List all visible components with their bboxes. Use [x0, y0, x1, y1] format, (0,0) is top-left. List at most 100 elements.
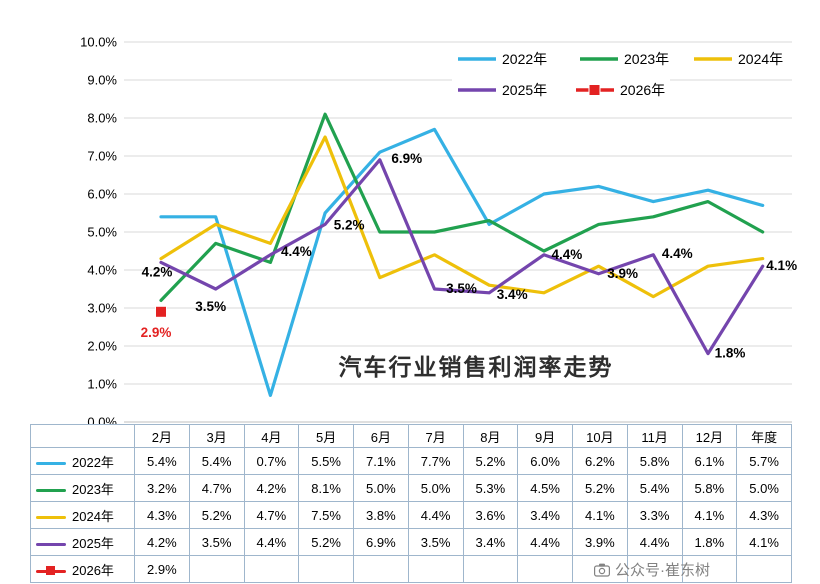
data-label: 3.9% [607, 266, 638, 281]
value-cell: 3.5% [188, 528, 245, 556]
value-cell: 5.4% [134, 447, 190, 475]
y-axis-tick: 3.0% [87, 301, 117, 316]
series-line-swatch-icon [36, 566, 66, 576]
y-axis-tick: 7.0% [87, 149, 117, 164]
series-line-swatch-icon [36, 488, 66, 492]
legend-backing [452, 79, 670, 101]
data-label: 5.2% [334, 217, 365, 232]
data-label: 3.4% [497, 287, 528, 302]
series-name: 2023年 [72, 481, 114, 497]
series-label-cell: 2025年 [30, 528, 135, 556]
value-cell: 5.2% [298, 528, 354, 556]
value-cell: 7.5% [298, 501, 354, 529]
watermark-text: 公众号·崔东树 [615, 562, 710, 579]
legend-square-marker-icon [588, 84, 601, 96]
data-label: 4.4% [281, 244, 312, 259]
value-cell: 5.7% [736, 447, 792, 475]
value-cell: 4.2% [134, 528, 190, 556]
series-line-2025年 [159, 158, 765, 356]
data-table: 2月 3月 4月 5月 6月 7月 8月 9月 10月 11月 12月 年度 2022年 5.4% 5.4%… [30, 424, 792, 583]
legend-label: 2025年 [502, 82, 547, 98]
month-header-cell: 7月 [407, 424, 464, 448]
watermark: 公众号·崔东树 [594, 559, 710, 580]
series-line-swatch-icon [36, 542, 66, 546]
line-chart: 0.0% 1.0% 2.0% 3.0% 4.0% 5.0% 6.0% 7.0% 8.0% 9.0%… [80, 35, 797, 430]
y-axis-tick: 8.0% [87, 111, 117, 126]
table-corner-cell [30, 424, 135, 448]
series-line-2023年 [159, 112, 765, 302]
month-header-cell: 10月 [572, 424, 628, 448]
data-label: 1.8% [715, 346, 746, 361]
month-header-cell: 年度 [736, 424, 792, 448]
series-line-swatch-icon [36, 515, 66, 519]
month-header-cell: 8月 [462, 424, 519, 448]
table-row-2023年: 2023年 3.2% 4.7% 4.2% 8.1% 5.0% 5.0% 5.3% 4.5% 5.2… [30, 474, 792, 502]
legend-label: 2023年 [624, 51, 669, 67]
y-axis-tick: 9.0% [87, 73, 117, 88]
series-name: 2026年 [72, 562, 114, 578]
legend-backing [452, 48, 792, 70]
month-header-cell: 3月 [188, 424, 245, 448]
value-cell: 5.0% [407, 474, 464, 502]
y-axis-tick: 4.0% [87, 263, 117, 278]
value-cell: 5.8% [681, 474, 738, 502]
value-cell: 3.8% [353, 501, 409, 529]
table-row-2022年: 2022年 5.4% 5.4% 0.7% 5.5% 7.1% 7.7% 5.2% 6.0% 6.2… [30, 447, 792, 475]
value-cell: 3.4% [462, 528, 519, 556]
value-cell [407, 555, 464, 583]
value-cell: 6.9% [353, 528, 409, 556]
value-cell: 8.1% [298, 474, 354, 502]
value-cell: 7.1% [353, 447, 409, 475]
series-label-cell: 2024年 [30, 501, 135, 529]
series-point-marker [155, 305, 167, 318]
series-name: 2025年 [72, 535, 114, 551]
value-cell: 3.3% [626, 501, 683, 529]
y-axis-tick: 6.0% [87, 187, 117, 202]
value-cell: 0.7% [243, 447, 300, 475]
value-cell: 3.6% [462, 501, 519, 529]
series-label-cell: 2026年 [30, 555, 135, 583]
month-header-cell: 5月 [298, 424, 354, 448]
legend-label: 2022年 [502, 51, 547, 67]
square-marker-icon [46, 566, 55, 576]
value-cell: 2.9% [134, 555, 190, 583]
month-header-cell: 12月 [681, 424, 738, 448]
month-header-cell: 9月 [517, 424, 573, 448]
value-cell [462, 555, 519, 583]
table-row-2024年: 2024年 4.3% 5.2% 4.7% 7.5% 3.8% 4.4% 3.6% 3.4% 4.1… [30, 501, 792, 529]
legend-label: 2026年 [620, 82, 665, 98]
value-cell: 3.4% [517, 501, 573, 529]
value-cell: 4.7% [243, 501, 300, 529]
chart-title: 汽车行业销售利润率走势 [339, 354, 614, 380]
value-cell: 3.5% [407, 528, 464, 556]
value-cell: 5.4% [626, 474, 683, 502]
value-cell: 5.8% [626, 447, 683, 475]
data-label: 4.4% [662, 246, 693, 261]
value-cell: 4.4% [626, 528, 683, 556]
value-cell: 4.4% [243, 528, 300, 556]
value-cell [188, 555, 245, 583]
data-label: 4.1% [766, 258, 797, 273]
table-row-2026年: 2026年 2.9% [30, 555, 792, 583]
data-label: 2.9% [141, 325, 172, 340]
y-axis-tick: 2.0% [87, 339, 117, 354]
data-label: 6.9% [391, 151, 422, 166]
value-cell: 6.0% [517, 447, 573, 475]
value-cell [681, 555, 738, 583]
data-label: 4.4% [552, 247, 583, 262]
legend-item-2026年: 2026年 [576, 82, 665, 98]
value-cell: 6.2% [572, 447, 628, 475]
value-cell: 3.2% [134, 474, 190, 502]
series-label-cell: 2023年 [30, 474, 135, 502]
y-axis-tick: 5.0% [87, 225, 117, 240]
value-cell [298, 555, 354, 583]
month-header-cell: 4月 [243, 424, 300, 448]
legend-item-2023年: 2023年 [580, 51, 669, 67]
legend-item-2024年: 2024年 [694, 51, 783, 67]
legend-item-2025年: 2025年 [458, 82, 547, 98]
month-header-cell: 2月 [134, 424, 190, 448]
month-header-cell: 6月 [353, 424, 409, 448]
series-name: 2024年 [72, 508, 114, 524]
y-axis-tick: 0.0% [87, 415, 117, 425]
